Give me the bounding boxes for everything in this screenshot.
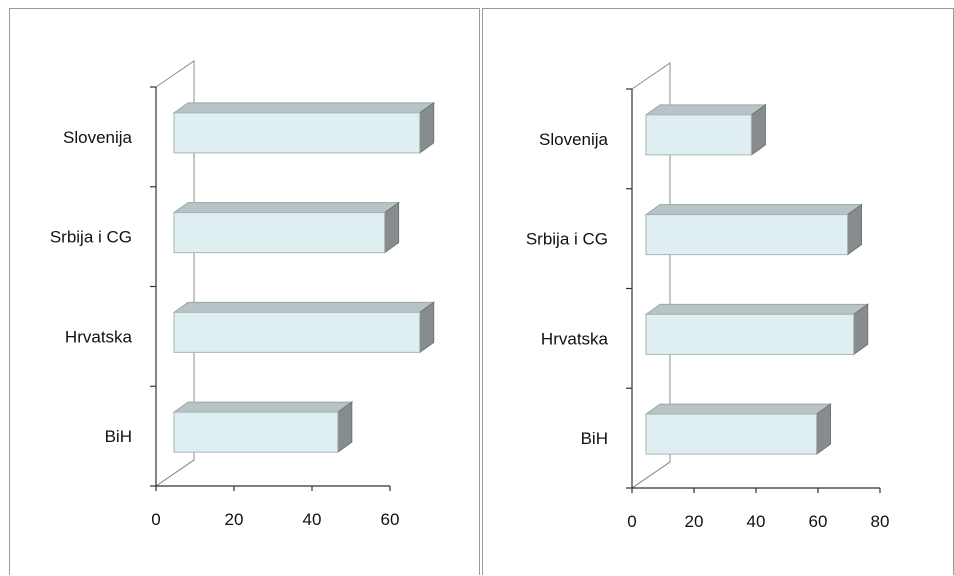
bar — [173, 212, 386, 254]
bar-top-face — [644, 104, 767, 116]
category-label: Srbija i CG — [50, 228, 132, 247]
bar-chart-left: 0 20 40 60 BiH Hrvatska Srbija i CG Slovenija — [50, 60, 436, 529]
bar — [645, 214, 848, 256]
category-label: Hrvatska — [541, 329, 609, 348]
x-tick-label: 80 — [871, 512, 890, 531]
bar-top-face — [172, 102, 436, 114]
bar — [645, 313, 855, 355]
bar — [645, 114, 752, 156]
x-tick-label: 60 — [809, 512, 828, 531]
bar — [173, 112, 421, 154]
bar — [645, 413, 817, 455]
x-tick-label: 40 — [747, 512, 766, 531]
x-tick-label: 20 — [225, 510, 244, 529]
chart-panel-right: 0 20 40 60 80 BiH Hrvatska Srbija i CG Slovenija — [482, 8, 954, 575]
bar-top-face — [644, 303, 870, 315]
x-tick-label: 60 — [381, 510, 400, 529]
bar-top-face — [644, 403, 833, 415]
bar-chart-right: 0 20 40 60 80 BiH Hrvatska Srbija i CG Slovenija — [526, 62, 890, 531]
bar-top-face — [644, 204, 864, 216]
category-label: BiH — [581, 429, 608, 448]
category-label: Slovenija — [539, 130, 609, 149]
category-label: BiH — [105, 427, 132, 446]
floor-depth-line — [155, 459, 195, 487]
category-label: Slovenija — [63, 128, 133, 147]
x-tick-label: 20 — [685, 512, 704, 531]
bar-top-face — [172, 301, 436, 313]
bar — [173, 411, 339, 453]
chart-panel-left: 0 20 40 60 BiH Hrvatska Srbija i CG Slovenija — [9, 8, 480, 575]
floor-depth-line — [631, 461, 671, 489]
x-tick-label: 40 — [303, 510, 322, 529]
category-label: Srbija i CG — [526, 230, 608, 249]
bar-top-face — [172, 401, 354, 413]
x-tick-label: 0 — [151, 510, 160, 529]
category-label: Hrvatska — [65, 327, 133, 346]
bar — [173, 311, 421, 353]
x-tick-label: 0 — [627, 512, 636, 531]
bar-top-face — [172, 202, 401, 214]
